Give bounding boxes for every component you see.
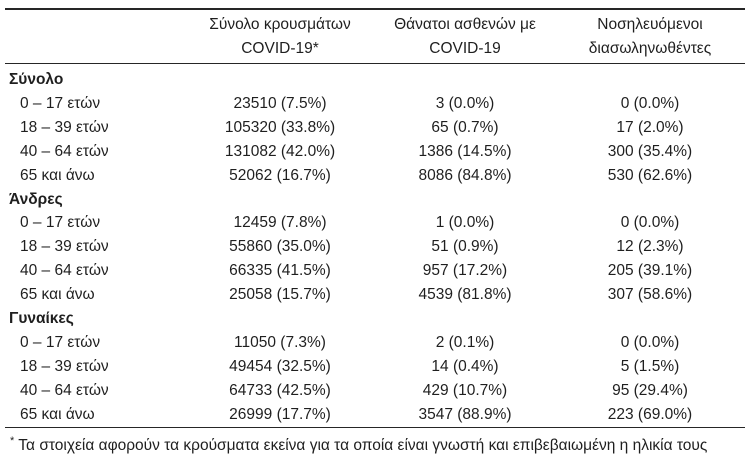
deaths-cell: 3 (0.0%) <box>435 94 495 112</box>
row-label: 18 – 39 ετών <box>20 118 109 136</box>
table-row: 40 – 64 ετών 64733 (42.5%) 429 (10.7%) 9… <box>5 379 745 403</box>
covid-age-table: Σύνολο κρουσμάτων COVID-19* Θάνατοι ασθε… <box>5 8 745 428</box>
deaths-cell: 4539 (81.8%) <box>418 286 512 304</box>
table-row: 0 – 17 ετών 12459 (7.8%) 1 (0.0%) 0 (0.0… <box>5 211 745 235</box>
deaths-cell: 8086 (84.8%) <box>418 166 512 184</box>
deaths-cell: 1386 (14.5%) <box>418 142 512 160</box>
intubated-cell: 0 (0.0%) <box>620 333 680 351</box>
intubated-cell: 223 (69.0%) <box>555 402 745 428</box>
header-total-cases-line1: Σύνολο κρουσμάτων <box>209 16 351 33</box>
header-total-cases-line2: COVID-19* <box>241 40 319 57</box>
group-row-total: Σύνολο <box>5 64 745 92</box>
cases-cell: 52062 (16.7%) <box>229 166 331 184</box>
intubated-cell: 307 (58.6%) <box>607 286 693 304</box>
cases-cell: 64733 (42.5%) <box>229 381 331 399</box>
header-deaths-line2: COVID-19 <box>429 40 501 57</box>
deaths-cell: 65 (0.7%) <box>431 118 499 136</box>
deaths-cell: 2 (0.1%) <box>435 333 495 351</box>
cases-cell: 49454 (32.5%) <box>229 357 331 375</box>
row-label: 65 και άνω <box>5 402 185 428</box>
table-row: 18 – 39 ετών 55860 (35.0%) 51 (0.9%) 12 … <box>5 235 745 259</box>
cases-cell: 25058 (15.7%) <box>229 286 331 304</box>
row-label: 0 – 17 ετών <box>20 214 101 232</box>
cases-cell: 66335 (41.5%) <box>229 262 331 280</box>
table-row: 65 και άνω 25058 (15.7%) 4539 (81.8%) 30… <box>5 283 745 307</box>
header-intubated-line2: διασωληνωθέντες <box>588 40 712 57</box>
cases-cell: 131082 (42.0%) <box>224 142 336 160</box>
table-footnote: * Τα στοιχεία αφορούν τα κρούσματα εκείνα… <box>5 432 745 455</box>
row-label: 40 – 64 ετών <box>20 142 109 160</box>
cases-cell: 11050 (7.3%) <box>234 333 326 351</box>
deaths-cell: 1 (0.0%) <box>435 214 495 232</box>
table-row: 0 – 17 ετών 11050 (7.3%) 2 (0.1%) 0 (0.0… <box>5 331 745 355</box>
intubated-cell: 0 (0.0%) <box>620 214 680 232</box>
deaths-cell: 957 (17.2%) <box>422 262 508 280</box>
intubated-cell: 5 (1.5%) <box>620 357 680 375</box>
group-label-women: Γυναίκες <box>9 310 74 328</box>
intubated-cell: 95 (29.4%) <box>612 381 688 399</box>
table-row: 65 και άνω 52062 (16.7%) 8086 (84.8%) 53… <box>5 164 745 188</box>
deaths-cell: 3547 (88.9%) <box>375 402 555 428</box>
group-label-men: Άνδρες <box>9 190 63 208</box>
table-row: 40 – 64 ετών 66335 (41.5%) 957 (17.2%) 2… <box>5 259 745 283</box>
covid-age-table-container: Σύνολο κρουσμάτων COVID-19* Θάνατοι ασθε… <box>5 8 745 455</box>
row-label: 65 και άνω <box>20 286 95 304</box>
row-label: 18 – 39 ετών <box>20 238 109 256</box>
row-label: 40 – 64 ετών <box>20 262 109 280</box>
deaths-cell: 14 (0.4%) <box>431 357 499 375</box>
header-row: Σύνολο κρουσμάτων COVID-19* Θάνατοι ασθε… <box>5 9 745 64</box>
intubated-cell: 12 (2.3%) <box>616 238 684 256</box>
header-intubated: Νοσηλευόμενοι διασωληνωθέντες <box>555 9 745 64</box>
cases-cell: 105320 (33.8%) <box>224 118 336 136</box>
intubated-cell: 17 (2.0%) <box>616 118 684 136</box>
cases-cell: 23510 (7.5%) <box>233 94 327 112</box>
cases-cell: 26999 (17.7%) <box>185 402 375 428</box>
group-row-women: Γυναίκες <box>5 307 745 331</box>
table-row: 18 – 39 ετών 105320 (33.8%) 65 (0.7%) 17… <box>5 116 745 140</box>
group-label-total: Σύνολο <box>9 71 64 88</box>
footnote-text: Τα στοιχεία αφορούν τα κρούσματα εκείνα … <box>18 436 708 454</box>
intubated-cell: 300 (35.4%) <box>607 142 693 160</box>
deaths-cell: 51 (0.9%) <box>431 238 499 256</box>
intubated-cell: 0 (0.0%) <box>620 94 680 112</box>
table-body: Σύνολο 0 – 17 ετών 23510 (7.5%) 3 (0.0%)… <box>5 64 745 428</box>
table-row: 18 – 39 ετών 49454 (32.5%) 14 (0.4%) 5 (… <box>5 355 745 379</box>
table-header: Σύνολο κρουσμάτων COVID-19* Θάνατοι ασθε… <box>5 9 745 64</box>
intubated-cell: 205 (39.1%) <box>607 262 693 280</box>
header-empty <box>5 9 185 64</box>
row-label: 65 και άνω <box>20 166 95 184</box>
footnote-asterisk: * <box>10 434 15 447</box>
table-row: 65 και άνω 26999 (17.7%) 3547 (88.9%) 22… <box>5 402 745 428</box>
row-label: 18 – 39 ετών <box>20 357 109 375</box>
header-deaths: Θάνατοι ασθενών με COVID-19 <box>375 9 555 64</box>
cases-cell: 55860 (35.0%) <box>229 238 331 256</box>
deaths-cell: 429 (10.7%) <box>422 381 508 399</box>
cases-cell: 12459 (7.8%) <box>233 214 327 232</box>
header-intubated-line1: Νοσηλευόμενοι <box>597 16 703 33</box>
header-deaths-line1: Θάνατοι ασθενών με <box>394 16 536 33</box>
table-row: 40 – 64 ετών 131082 (42.0%) 1386 (14.5%)… <box>5 140 745 164</box>
row-label: 0 – 17 ετών <box>20 94 101 112</box>
header-total-cases: Σύνολο κρουσμάτων COVID-19* <box>185 9 375 64</box>
intubated-cell: 530 (62.6%) <box>607 166 693 184</box>
row-label: 40 – 64 ετών <box>20 381 109 399</box>
table-row: 0 – 17 ετών 23510 (7.5%) 3 (0.0%) 0 (0.0… <box>5 92 745 116</box>
row-label: 0 – 17 ετών <box>20 333 101 351</box>
group-row-men: Άνδρες <box>5 188 745 212</box>
